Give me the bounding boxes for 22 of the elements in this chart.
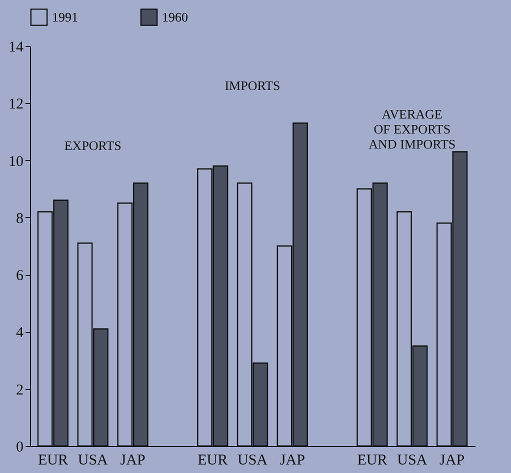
y-tick-label: 4 [16,325,24,342]
x-tick-label: JAP [440,452,465,468]
y-tick-label: 12 [8,96,24,113]
legend-label: 1991 [52,9,78,24]
x-tick-label: JAP [120,452,146,468]
y-tick-label: 8 [16,210,24,227]
y-tick-label: 14 [8,40,24,56]
x-tick-label: EUR [198,452,228,468]
x-tick-label: EUR [357,452,388,468]
y-tick-label: 6 [16,268,24,284]
x-tick-label: EUR [38,452,68,468]
annotation: AVERAGE OF EXPORTS AND IMPORTS [368,106,456,152]
annotation: EXPORTS [64,138,122,154]
y-tick-label: 2 [16,382,24,398]
legend-label: 1960 [162,9,188,24]
y-tick-label: 10 [8,154,24,170]
x-tick-label: USA [397,452,428,468]
x-tick-label: USA [237,452,268,468]
x-tick-label: USA [78,452,108,468]
x-tick-label: JAP [280,452,305,468]
annotation: IMPORTS [224,78,280,94]
y-tick-label: 0 [16,440,24,456]
